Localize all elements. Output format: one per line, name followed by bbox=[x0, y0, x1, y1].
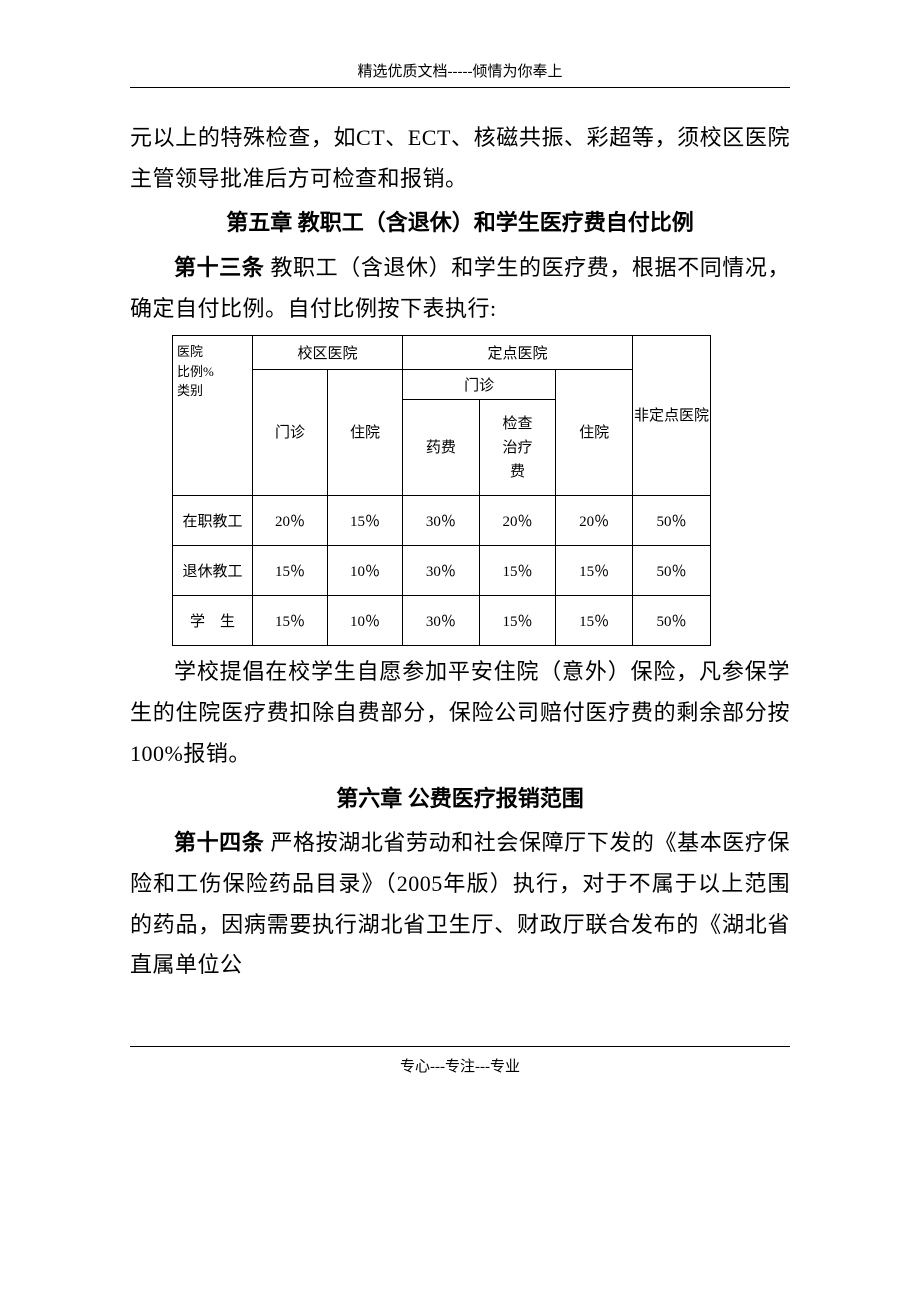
chapter-5-title: 第五章 教职工（含退休）和学生医疗费自付比例 bbox=[130, 203, 790, 244]
table-row: 学 生 15％ 10％ 30％ 15％ 15％ 50％ bbox=[173, 596, 711, 646]
table-cell: 50％ bbox=[633, 546, 711, 596]
table-header-row-2: 门诊 住院 门诊 住院 bbox=[173, 370, 711, 400]
table-cell: 15％ bbox=[479, 596, 556, 646]
table-cell: 15％ bbox=[479, 546, 556, 596]
header-campus-outpatient: 门诊 bbox=[253, 370, 328, 496]
header-campus-hospital: 校区医院 bbox=[253, 336, 403, 370]
header-drug-fee: 药费 bbox=[403, 400, 480, 496]
table-cell: 10％ bbox=[328, 596, 403, 646]
table-cell: 20％ bbox=[556, 496, 633, 546]
table-cell: 50％ bbox=[633, 596, 711, 646]
article-14-label: 第十四条 bbox=[174, 830, 264, 855]
table-cell: 30％ bbox=[403, 596, 480, 646]
chapter-6-title: 第六章 公费医疗报销范围 bbox=[130, 779, 790, 820]
row-category: 退休教工 bbox=[173, 546, 253, 596]
header-corner-label: 医院 比例% 类别 bbox=[173, 336, 253, 496]
page-footer: 专心---专注---专业 bbox=[130, 1046, 790, 1076]
header-non-designated: 非定点医院 bbox=[633, 336, 711, 496]
table-row: 在职教工 20％ 15％ 30％ 20％ 20％ 50％ bbox=[173, 496, 711, 546]
copay-ratio-table: 医院 比例% 类别 校区医院 定点医院 非定点医院 门诊 住院 门诊 住院 药费… bbox=[172, 335, 711, 646]
header-designated-hospital: 定点医院 bbox=[403, 336, 633, 370]
table-cell: 15％ bbox=[328, 496, 403, 546]
row-category: 学 生 bbox=[173, 596, 253, 646]
table-cell: 15％ bbox=[556, 546, 633, 596]
table-cell: 15％ bbox=[253, 546, 328, 596]
paragraph-continuation: 元以上的特殊检查，如CT、ECT、核磁共振、彩超等，须校区医院主管领导批准后方可… bbox=[130, 118, 790, 199]
table-header-row-1: 医院 比例% 类别 校区医院 定点医院 非定点医院 bbox=[173, 336, 711, 370]
table-cell: 30％ bbox=[403, 496, 480, 546]
table-cell: 50％ bbox=[633, 496, 711, 546]
paragraph-after-table: 学校提倡在校学生自愿参加平安住院（意外）保险，凡参保学生的住院医疗费扣除自费部分… bbox=[130, 652, 790, 774]
header-campus-inpatient: 住院 bbox=[328, 370, 403, 496]
header-exam-treat-fee: 检查 治疗 费 bbox=[479, 400, 556, 496]
article-13-label: 第十三条 bbox=[174, 255, 264, 280]
table-cell: 10％ bbox=[328, 546, 403, 596]
header-designated-inpatient: 住院 bbox=[556, 370, 633, 496]
article-13: 第十三条 教职工（含退休）和学生的医疗费，根据不同情况，确定自付比例。自付比例按… bbox=[130, 248, 790, 329]
header-designated-outpatient: 门诊 bbox=[403, 370, 556, 400]
table-cell: 20％ bbox=[479, 496, 556, 546]
table-cell: 15％ bbox=[253, 596, 328, 646]
table-cell: 20％ bbox=[253, 496, 328, 546]
article-14: 第十四条 严格按湖北省劳动和社会保障厅下发的《基本医疗保险和工伤保险药品目录》（… bbox=[130, 823, 790, 986]
row-category: 在职教工 bbox=[173, 496, 253, 546]
table-cell: 15％ bbox=[556, 596, 633, 646]
table-cell: 30％ bbox=[403, 546, 480, 596]
page-header: 精选优质文档-----倾情为你奉上 bbox=[130, 60, 790, 88]
table-row: 退休教工 15％ 10％ 30％ 15％ 15％ 50％ bbox=[173, 546, 711, 596]
